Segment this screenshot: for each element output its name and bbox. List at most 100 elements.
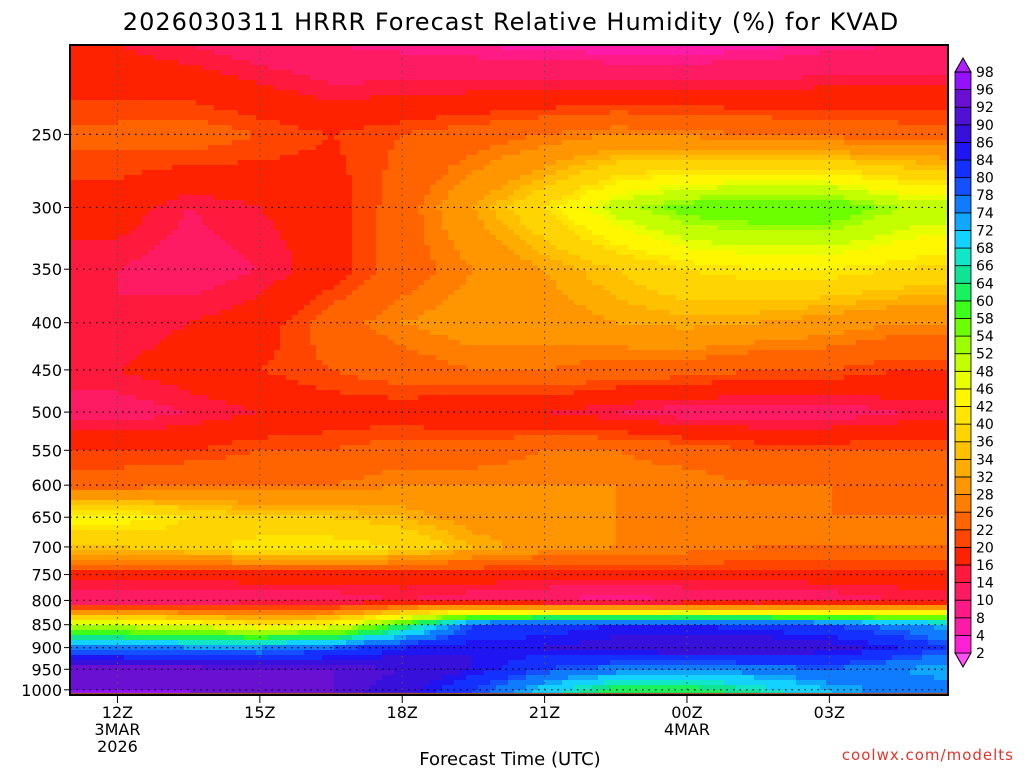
rh-cell: [634, 90, 641, 96]
rh-cell: [94, 200, 101, 206]
rh-cell: [736, 155, 743, 161]
rh-cell: [658, 195, 665, 201]
rh-cell: [562, 170, 569, 176]
rh-cell: [268, 80, 275, 86]
rh-cell: [844, 90, 851, 96]
rh-cell: [664, 55, 671, 61]
rh-cell: [796, 45, 803, 51]
rh-cell: [340, 185, 347, 191]
rh-cell: [202, 170, 209, 176]
rh-cell: [580, 120, 587, 126]
rh-cell: [424, 85, 431, 91]
rh-cell: [502, 165, 509, 171]
rh-cell: [226, 50, 233, 56]
rh-cell: [826, 210, 833, 216]
rh-cell: [166, 165, 173, 171]
rh-cell: [424, 155, 431, 161]
rh-cell: [892, 135, 899, 141]
rh-cell: [682, 70, 689, 76]
rh-cell: [874, 155, 881, 161]
rh-cell: [544, 140, 551, 146]
rh-cell: [616, 185, 623, 191]
rh-cell: [412, 65, 419, 71]
rh-cell: [682, 60, 689, 66]
rh-cell: [352, 155, 359, 161]
rh-cell: [904, 170, 911, 176]
rh-cell: [328, 65, 335, 71]
rh-cell: [898, 70, 905, 76]
rh-cell: [406, 195, 413, 201]
rh-cell: [118, 145, 125, 151]
rh-cell: [592, 65, 599, 71]
rh-cell: [310, 120, 317, 126]
rh-cell: [208, 175, 215, 181]
rh-cell: [730, 90, 737, 96]
rh-cell: [118, 90, 125, 96]
rh-cell: [640, 100, 647, 106]
rh-cell: [844, 50, 851, 56]
rh-cell: [262, 190, 269, 196]
rh-cell: [148, 180, 155, 186]
rh-cell: [574, 50, 581, 56]
rh-cell: [682, 50, 689, 56]
rh-cell: [160, 185, 167, 191]
rh-cell: [154, 160, 161, 166]
rh-cell: [334, 155, 341, 161]
rh-cell: [742, 105, 749, 111]
rh-cell: [592, 170, 599, 176]
rh-cell: [262, 75, 269, 81]
rh-cell: [712, 55, 719, 61]
rh-cell: [874, 60, 881, 66]
rh-cell: [412, 165, 419, 171]
rh-cell: [190, 110, 197, 116]
rh-cell: [118, 205, 125, 211]
rh-cell: [424, 115, 431, 121]
rh-cell: [238, 135, 245, 141]
rh-cell: [88, 100, 95, 106]
rh-cell: [646, 210, 653, 216]
rh-cell: [838, 110, 845, 116]
rh-cell: [724, 85, 731, 91]
rh-cell: [364, 80, 371, 86]
rh-cell: [94, 50, 101, 56]
rh-cell: [154, 100, 161, 106]
rh-cell: [118, 95, 125, 101]
rh-cell: [802, 65, 809, 71]
rh-cell: [514, 125, 521, 131]
rh-cell: [886, 95, 893, 101]
rh-cell: [526, 200, 533, 206]
rh-cell: [220, 190, 227, 196]
rh-cell: [652, 135, 659, 141]
rh-cell: [352, 115, 359, 121]
rh-cell: [712, 135, 719, 141]
rh-cell: [526, 90, 533, 96]
rh-cell: [232, 160, 239, 166]
rh-cell: [802, 175, 809, 181]
rh-cell: [406, 125, 413, 131]
rh-cell: [796, 105, 803, 111]
rh-cell: [814, 165, 821, 171]
rh-cell: [646, 195, 653, 201]
rh-cell: [280, 100, 287, 106]
rh-cell: [898, 85, 905, 91]
rh-cell: [694, 210, 701, 216]
rh-cell: [436, 135, 443, 141]
rh-cell: [352, 45, 359, 51]
rh-cell: [880, 115, 887, 121]
rh-cell: [340, 125, 347, 131]
rh-cell: [940, 210, 947, 216]
rh-cell: [298, 150, 305, 156]
rh-cell: [862, 150, 869, 156]
rh-cell: [886, 135, 893, 141]
rh-cell: [232, 210, 239, 216]
rh-cell: [94, 80, 101, 86]
rh-cell: [418, 65, 425, 71]
rh-cell: [886, 145, 893, 151]
rh-cell: [166, 210, 173, 216]
rh-cell: [178, 140, 185, 146]
rh-cell: [262, 120, 269, 126]
rh-cell: [448, 210, 455, 216]
rh-cell: [898, 130, 905, 136]
rh-cell: [100, 135, 107, 141]
rh-cell: [760, 165, 767, 171]
